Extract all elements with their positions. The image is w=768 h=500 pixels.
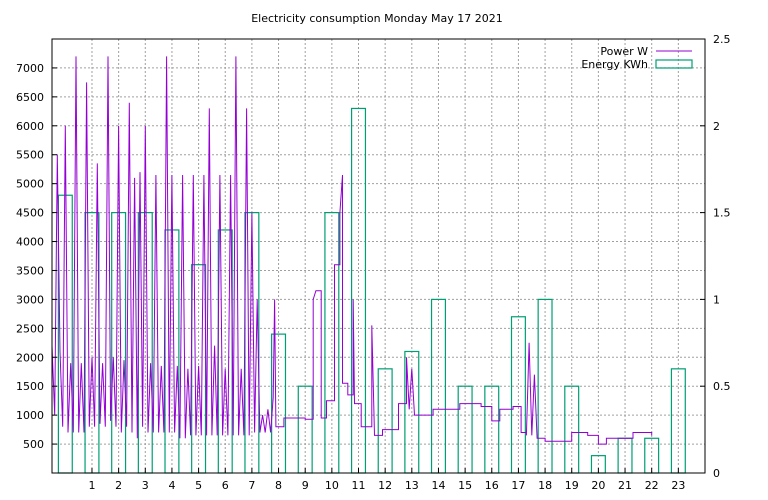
y-left-tick-label: 1000: [16, 409, 44, 422]
y-right-tick-label: 1.5: [713, 207, 731, 220]
x-tick-label: 15: [458, 479, 472, 492]
x-tick-label: 20: [591, 479, 605, 492]
x-tick-label: 12: [378, 479, 392, 492]
x-tick-label: 9: [302, 479, 309, 492]
x-tick-label: 6: [222, 479, 229, 492]
x-tick-label: 2: [115, 479, 122, 492]
x-tick-label: 3: [142, 479, 149, 492]
y-left-tick-label: 3000: [16, 293, 44, 306]
x-tick-label: 11: [352, 479, 366, 492]
x-tick-label: 14: [431, 479, 445, 492]
x-tick-label: 21: [618, 479, 632, 492]
chart-title: Electricity consumption Monday May 17 20…: [251, 12, 503, 25]
y-left-tick-label: 5500: [16, 149, 44, 162]
x-tick-label: 22: [645, 479, 659, 492]
y-right-tick-label: 0: [713, 467, 720, 480]
x-tick-label: 16: [485, 479, 499, 492]
y-left-tick-label: 6000: [16, 120, 44, 133]
x-tick-label: 17: [511, 479, 525, 492]
plot-frame: [51, 38, 706, 474]
y-left-tick-label: 4000: [16, 236, 44, 249]
x-tick-label: 7: [248, 479, 255, 492]
legend-energy-label: Energy KWh: [581, 58, 648, 71]
y-right-tick-label: 0.5: [713, 380, 731, 393]
axis-ticks: 500 1000 1500 2000 2500 3000 3500 4000 4500 5000 5…: [16, 33, 731, 492]
y-right-tick-label: 2.5: [713, 33, 731, 46]
grid-lines: [52, 39, 705, 473]
x-tick-label: 8: [275, 479, 282, 492]
y-left-tick-label: 1500: [16, 380, 44, 393]
y-left-tick-label: 3500: [16, 264, 44, 277]
y-left-tick-label: 500: [23, 438, 44, 451]
legend-power-label: Power W: [600, 45, 648, 58]
y-left-tick-label: 2000: [16, 351, 44, 364]
y-right-tick-label: 2: [713, 120, 720, 133]
x-tick-label: 19: [565, 479, 579, 492]
x-tick-label: 5: [195, 479, 202, 492]
y-right-tick-label: 1: [713, 293, 720, 306]
x-tick-label: 4: [168, 479, 175, 492]
y-left-tick-label: 5000: [16, 178, 44, 191]
power-line: [51, 56, 653, 445]
energy-bar: [57, 194, 73, 474]
y-left-tick-label: 7000: [16, 62, 44, 75]
x-tick-label: 23: [671, 479, 685, 492]
x-tick-label: 13: [405, 479, 419, 492]
legend-energy-swatch: [655, 59, 693, 69]
y-left-tick-label: 6500: [16, 91, 44, 104]
x-tick-label: 10: [325, 479, 339, 492]
x-tick-label: 18: [538, 479, 552, 492]
power-series-line: [51, 56, 653, 445]
y-left-tick-label: 2500: [16, 322, 44, 335]
y-left-tick-label: 4500: [16, 207, 44, 220]
x-tick-label: 1: [88, 479, 95, 492]
